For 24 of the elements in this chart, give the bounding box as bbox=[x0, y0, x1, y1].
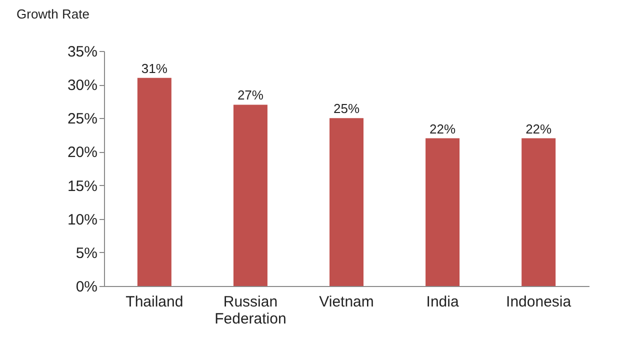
y-tick-label: 35% bbox=[67, 44, 98, 60]
data-label: 27% bbox=[237, 88, 264, 103]
y-axis-title: Growth Rate bbox=[16, 6, 90, 22]
y-tick-label: 10% bbox=[67, 211, 98, 228]
data-label: 25% bbox=[333, 101, 360, 116]
x-tick-label: Vietnam bbox=[319, 294, 374, 310]
y-tick-label: 25% bbox=[67, 110, 98, 128]
bar bbox=[330, 118, 364, 286]
x-tick-label: Indonesia bbox=[506, 294, 572, 310]
y-tick-label: 5% bbox=[76, 244, 98, 262]
data-label: 31% bbox=[141, 60, 168, 76]
x-tick-label: India bbox=[426, 294, 460, 310]
data-label: 22% bbox=[526, 121, 552, 136]
y-tick-label: 0% bbox=[76, 278, 98, 296]
data-label: 22% bbox=[430, 121, 456, 136]
bar bbox=[522, 138, 556, 286]
bar bbox=[233, 104, 268, 286]
bar bbox=[426, 138, 460, 286]
y-tick-label: 20% bbox=[67, 144, 98, 162]
y-tick-label: 30% bbox=[67, 77, 98, 94]
x-tick-label: Russian Federation bbox=[214, 294, 286, 328]
x-tick-label: Thailand bbox=[126, 294, 184, 310]
bar bbox=[137, 78, 172, 286]
y-tick-label: 15% bbox=[67, 178, 98, 195]
